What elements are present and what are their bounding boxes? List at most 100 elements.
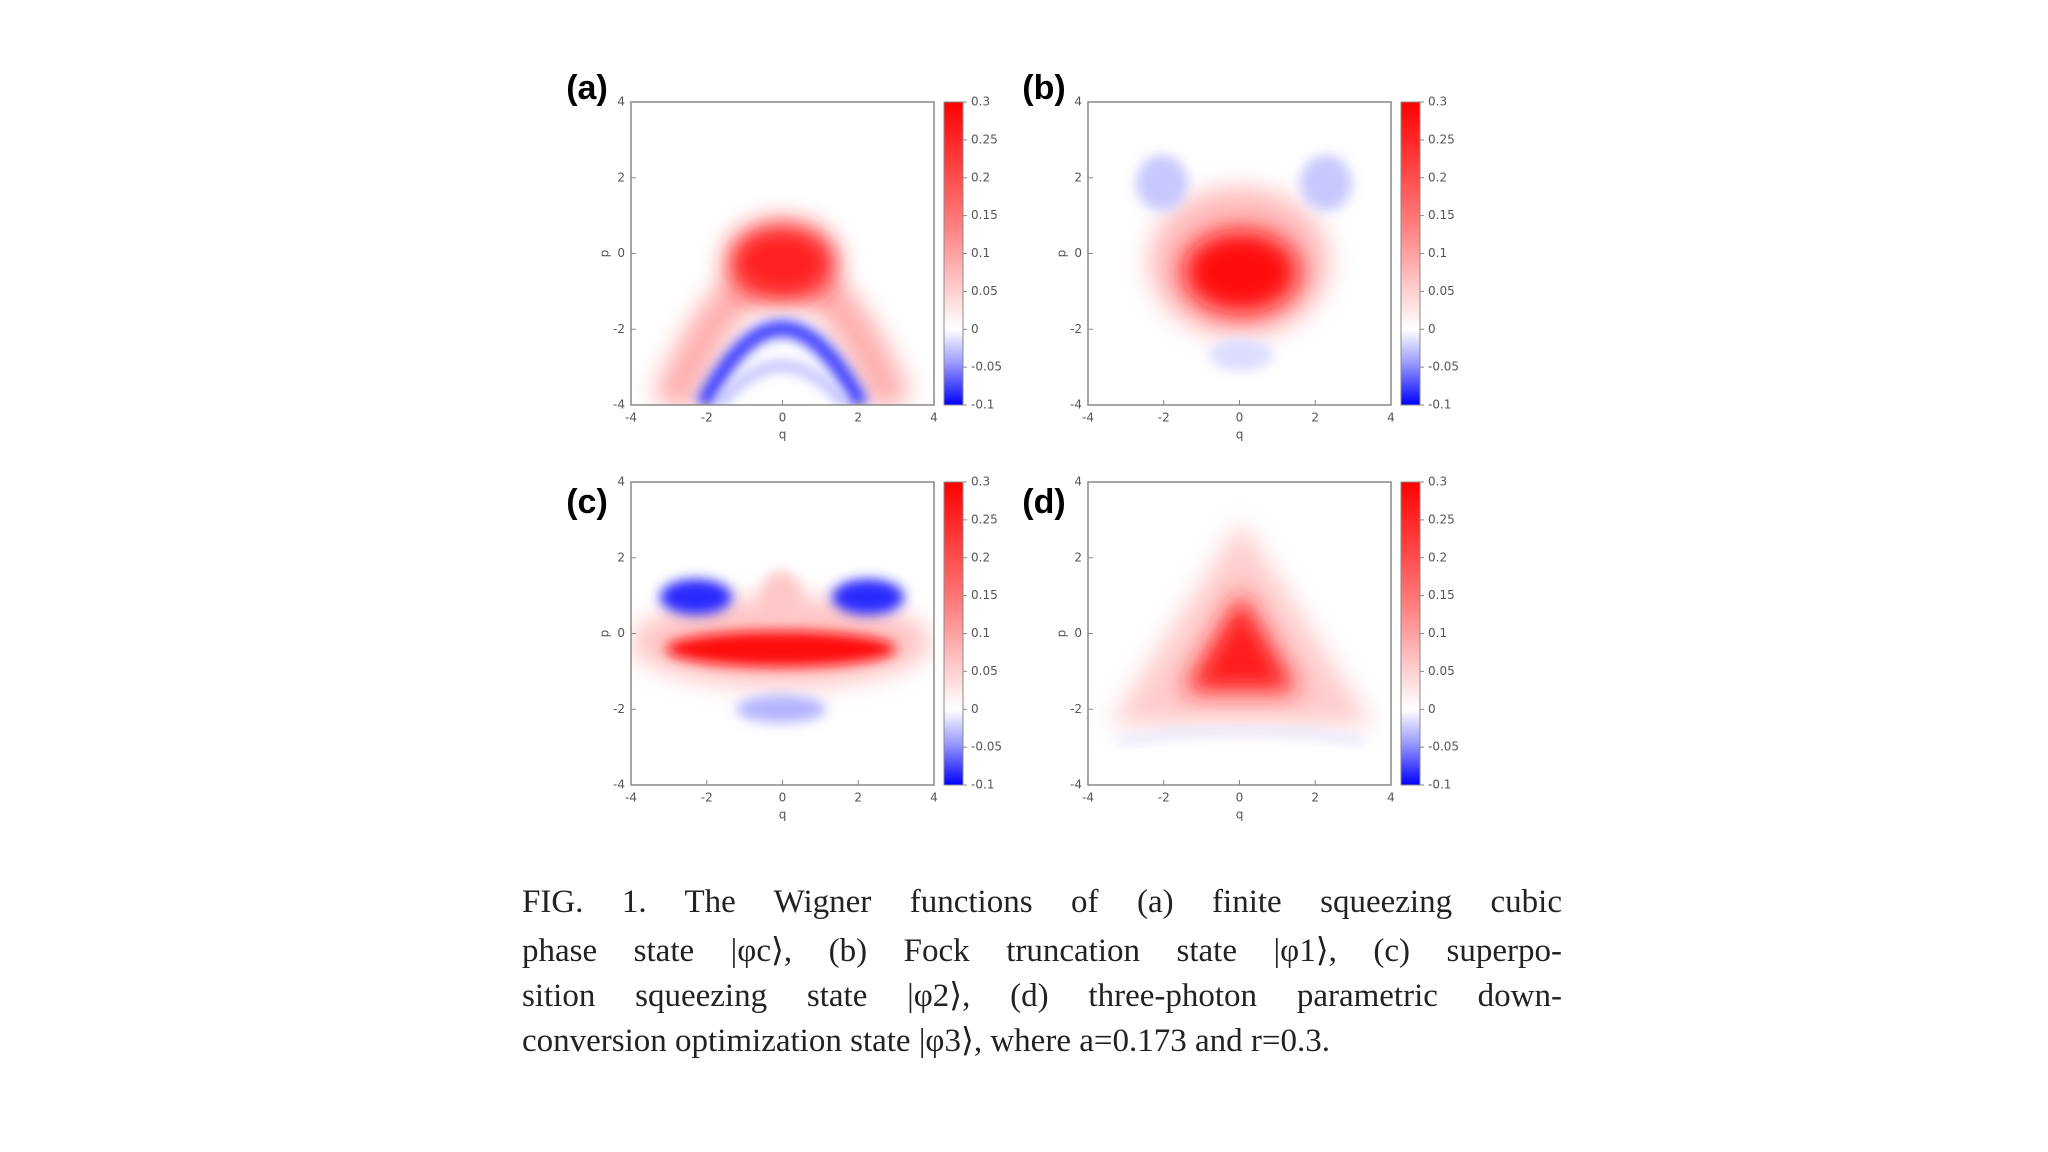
x-tick-label: 2 bbox=[854, 791, 862, 805]
colorbar-tick-label: 0.15 bbox=[1428, 588, 1455, 602]
colorbar-tick-label: 0 bbox=[971, 702, 979, 716]
colorbar-tick-label: 0.05 bbox=[971, 664, 998, 678]
y-axis-label: p bbox=[1055, 250, 1069, 258]
heatmap-c bbox=[631, 571, 931, 723]
colorbar bbox=[943, 481, 964, 786]
y-tick-label: -4 bbox=[1070, 398, 1082, 412]
x-tick-label: -4 bbox=[1082, 791, 1094, 805]
heatmap-d bbox=[1110, 522, 1372, 746]
panel-label: (b) bbox=[1022, 69, 1065, 107]
y-tick-label: -2 bbox=[613, 322, 625, 336]
colorbar-tick-label: 0.1 bbox=[971, 246, 990, 260]
heatmap-b bbox=[1136, 155, 1352, 371]
y-tick-label: 2 bbox=[617, 550, 625, 564]
colorbar bbox=[943, 101, 964, 406]
x-tick-label: 0 bbox=[1236, 411, 1244, 425]
x-tick-label: 2 bbox=[1311, 411, 1319, 425]
colorbar-tick-label: 0.3 bbox=[971, 475, 990, 489]
colorbar-tick-label: 0 bbox=[1428, 702, 1436, 716]
x-tick-label: 0 bbox=[1236, 791, 1244, 805]
x-tick-label: 2 bbox=[854, 411, 862, 425]
colorbar-tick-label: 0.1 bbox=[1428, 246, 1447, 260]
colorbar-tick-label: 0.15 bbox=[971, 588, 998, 602]
colorbar-tick-label: 0.05 bbox=[1428, 664, 1455, 678]
panel-label: (d) bbox=[1022, 483, 1065, 521]
colorbar-tick-label: -0.1 bbox=[971, 398, 994, 412]
caption-line: phase state |φc⟩, (b) Fock truncation st… bbox=[522, 933, 1562, 969]
panel-label: (a) bbox=[566, 69, 608, 107]
y-tick-label: 0 bbox=[617, 246, 625, 260]
colorbar-tick-label: 0.25 bbox=[971, 132, 998, 146]
colorbar-tick-label: 0.15 bbox=[971, 208, 998, 222]
x-tick-label: 4 bbox=[1387, 411, 1395, 425]
colorbar bbox=[1400, 481, 1421, 786]
y-tick-label: 2 bbox=[617, 170, 625, 184]
x-axis-label: q bbox=[1236, 428, 1244, 442]
colorbar-tick-label: 0.05 bbox=[971, 284, 998, 298]
x-tick-label: -4 bbox=[625, 411, 637, 425]
colorbar-tick-label: -0.1 bbox=[971, 778, 994, 792]
y-tick-label: -2 bbox=[1070, 702, 1082, 716]
colorbar-tick-label: 0.3 bbox=[1428, 95, 1447, 109]
colorbar-tick-label: 0.3 bbox=[971, 95, 990, 109]
y-tick-label: 4 bbox=[1074, 95, 1082, 109]
colorbar-tick-label: 0.3 bbox=[1428, 475, 1447, 489]
y-tick-label: 0 bbox=[1074, 626, 1082, 640]
x-tick-label: -2 bbox=[1158, 791, 1170, 805]
y-tick-label: 2 bbox=[1074, 550, 1082, 564]
colorbar-tick-label: -0.05 bbox=[1428, 360, 1459, 374]
colorbar-tick-label: 0 bbox=[1428, 322, 1436, 336]
colorbar-tick-label: 0.1 bbox=[971, 626, 990, 640]
heatmap-a bbox=[652, 222, 912, 405]
colorbar-tick-label: 0.2 bbox=[1428, 170, 1447, 184]
colorbar-tick-label: -0.05 bbox=[1428, 740, 1459, 754]
y-tick-label: 2 bbox=[1074, 170, 1082, 184]
colorbar-tick-label: 0.25 bbox=[1428, 512, 1455, 526]
x-tick-label: 2 bbox=[1311, 791, 1319, 805]
y-tick-label: 4 bbox=[617, 475, 625, 489]
x-tick-label: 4 bbox=[930, 791, 938, 805]
colorbar-tick-label: -0.05 bbox=[971, 360, 1002, 374]
colorbar bbox=[1400, 101, 1421, 406]
caption-line: conversion optimization state |φ3⟩, wher… bbox=[522, 1023, 1330, 1059]
x-tick-label: -2 bbox=[1158, 411, 1170, 425]
caption-line: FIG. 1. The Wigner functions of (a) fini… bbox=[522, 884, 1562, 920]
colorbar-tick-label: 0.2 bbox=[971, 170, 990, 184]
y-tick-label: 4 bbox=[617, 95, 625, 109]
x-tick-label: 4 bbox=[930, 411, 938, 425]
colorbar-tick-label: -0.1 bbox=[1428, 778, 1451, 792]
x-tick-label: -2 bbox=[701, 791, 713, 805]
colorbar-tick-label: -0.1 bbox=[1428, 398, 1451, 412]
y-tick-label: -4 bbox=[613, 778, 625, 792]
x-axis-label: q bbox=[1236, 808, 1244, 822]
x-tick-label: -4 bbox=[625, 791, 637, 805]
y-tick-label: -2 bbox=[1070, 322, 1082, 336]
x-tick-label: 0 bbox=[779, 411, 787, 425]
x-tick-label: -4 bbox=[1082, 411, 1094, 425]
x-axis-label: q bbox=[779, 428, 787, 442]
colorbar-tick-label: -0.05 bbox=[971, 740, 1002, 754]
colorbar-tick-label: 0.15 bbox=[1428, 208, 1455, 222]
y-tick-label: -2 bbox=[613, 702, 625, 716]
y-tick-label: 0 bbox=[617, 626, 625, 640]
x-tick-label: -2 bbox=[701, 411, 713, 425]
colorbar-tick-label: 0.1 bbox=[1428, 626, 1447, 640]
x-tick-label: 4 bbox=[1387, 791, 1395, 805]
y-tick-label: 4 bbox=[1074, 475, 1082, 489]
y-axis-label: p bbox=[598, 250, 612, 258]
colorbar-tick-label: 0.2 bbox=[1428, 550, 1447, 564]
panel-label: (c) bbox=[566, 483, 608, 521]
colorbar-tick-label: 0.05 bbox=[1428, 284, 1455, 298]
x-tick-label: 0 bbox=[779, 791, 787, 805]
y-tick-label: -4 bbox=[1070, 778, 1082, 792]
y-tick-label: 0 bbox=[1074, 246, 1082, 260]
y-tick-label: -4 bbox=[613, 398, 625, 412]
colorbar-tick-label: 0 bbox=[971, 322, 979, 336]
colorbar-tick-label: 0.25 bbox=[971, 512, 998, 526]
caption-line: sition squeezing state |φ2⟩, (d) three-p… bbox=[522, 978, 1562, 1014]
x-axis-label: q bbox=[779, 808, 787, 822]
y-axis-label: p bbox=[598, 630, 612, 638]
colorbar-tick-label: 0.2 bbox=[971, 550, 990, 564]
